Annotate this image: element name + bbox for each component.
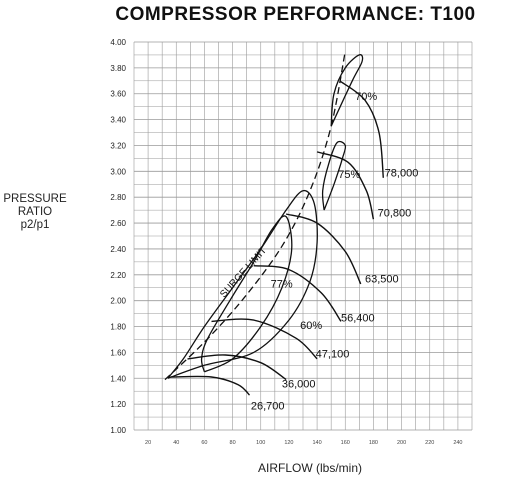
y-tick-label: 3.20 bbox=[110, 141, 126, 150]
y-tick-label: 2.80 bbox=[110, 193, 126, 202]
efficiency-island bbox=[330, 54, 364, 127]
y-tick-label: 3.80 bbox=[110, 64, 126, 73]
x-tick-label: 240 bbox=[453, 440, 462, 446]
x-tick-label: 20 bbox=[145, 440, 151, 446]
speed-line bbox=[339, 80, 384, 178]
y-axis-label: PRESSURE RATIO p2/p1 bbox=[0, 193, 70, 232]
x-tick-label: 180 bbox=[369, 440, 378, 446]
speed-lines bbox=[170, 80, 384, 396]
x-tick-label: 40 bbox=[173, 440, 179, 446]
x-tick-label: 140 bbox=[312, 440, 321, 446]
y-axis-label-line3: p2/p1 bbox=[20, 219, 50, 231]
speed-line-label: 63,500 bbox=[365, 274, 399, 286]
y-tick-label: 1.20 bbox=[110, 400, 126, 409]
speed-line bbox=[285, 213, 362, 285]
x-tick-label: 80 bbox=[230, 440, 236, 446]
y-tick-label: 3.60 bbox=[110, 90, 126, 99]
speed-line bbox=[253, 265, 342, 322]
y-tick-label: 3.40 bbox=[110, 116, 126, 125]
y-tick-labels: 1.00 1.20 1.40 1.60 1.80 2.00 2.20 2.40 2.60 2.80… bbox=[110, 38, 126, 435]
chart-title: COMPRESSOR PERFORMANCE: T100 bbox=[115, 4, 476, 25]
x-tick-label: 100 bbox=[256, 440, 265, 446]
curve-labels: 26,700 36,000 47,100 56,400 63,500 70,800 78,0… bbox=[251, 91, 418, 412]
y-tick-label: 2.60 bbox=[110, 219, 126, 228]
speed-line-label: 56,400 bbox=[341, 312, 375, 324]
speed-line-label: 26,700 bbox=[251, 400, 285, 412]
efficiency-islands bbox=[167, 54, 364, 379]
efficiency-island bbox=[321, 140, 347, 211]
grid bbox=[133, 41, 473, 431]
x-tick-labels: 20 40 60 80 100 120 140 160 180 200 220 240 bbox=[145, 440, 462, 446]
speed-line-label: 47,100 bbox=[316, 349, 350, 361]
surge-limit-label: SURGE LIMIT bbox=[218, 245, 269, 300]
speed-line-label: 36,000 bbox=[282, 378, 316, 390]
speed-line bbox=[187, 354, 287, 381]
efficiency-label: 77% bbox=[271, 279, 293, 291]
y-tick-label: 1.80 bbox=[110, 323, 126, 332]
efficiency-label: 75% bbox=[338, 169, 360, 181]
y-tick-label: 1.00 bbox=[110, 426, 126, 435]
y-axis-label-line1: PRESSURE bbox=[3, 193, 67, 205]
y-tick-label: 1.60 bbox=[110, 348, 126, 357]
y-tick-label: 1.40 bbox=[110, 374, 126, 383]
efficiency-label: 70% bbox=[355, 91, 377, 103]
y-tick-label: 2.20 bbox=[110, 271, 126, 280]
speed-line bbox=[316, 151, 375, 220]
y-tick-label: 4.00 bbox=[110, 38, 126, 47]
y-tick-label: 2.40 bbox=[110, 245, 126, 254]
speed-line-label: 78,000 bbox=[385, 168, 419, 180]
speed-line-label: 70,800 bbox=[378, 208, 412, 220]
x-tick-label: 220 bbox=[425, 440, 434, 446]
y-tick-label: 2.00 bbox=[110, 297, 126, 306]
x-tick-label: 120 bbox=[284, 440, 293, 446]
x-axis-label: AIRFLOW (lbs/min) bbox=[258, 461, 363, 475]
speed-line bbox=[170, 375, 251, 396]
y-axis-label-line2: RATIO bbox=[17, 206, 53, 218]
efficiency-island bbox=[200, 215, 293, 373]
surge-limit-line bbox=[164, 50, 346, 381]
x-tick-label: 200 bbox=[397, 440, 406, 446]
y-tick-label: 3.00 bbox=[110, 167, 126, 176]
efficiency-label: 60% bbox=[300, 320, 322, 332]
x-tick-label: 60 bbox=[201, 440, 207, 446]
speed-line bbox=[211, 318, 318, 360]
x-tick-label: 160 bbox=[341, 440, 350, 446]
